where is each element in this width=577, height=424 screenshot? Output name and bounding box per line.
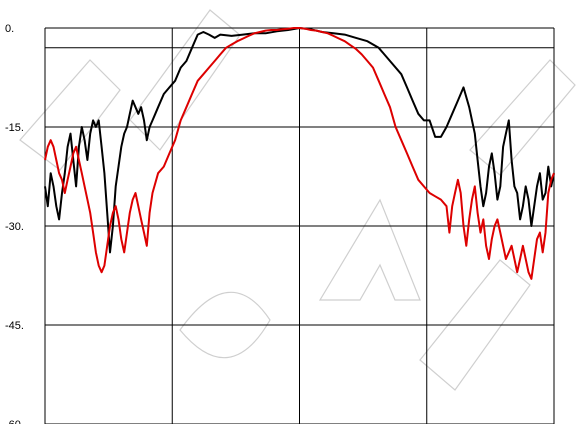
series-group: [44, 27, 555, 280]
watermark: [19, 9, 576, 391]
y-tick-label-2: -30.: [5, 221, 24, 233]
series-line-1: [44, 27, 555, 280]
y-tick-label-3: -45.: [5, 320, 24, 332]
y-axis-ticks: 0. -15. -30. -45. -60.: [5, 23, 24, 424]
plot-grid: [44, 27, 555, 424]
y-tick-label-0: 0.: [5, 23, 14, 35]
y-tick-label-1: -15.: [5, 122, 24, 134]
y-tick-label-4: -60.: [5, 419, 24, 424]
